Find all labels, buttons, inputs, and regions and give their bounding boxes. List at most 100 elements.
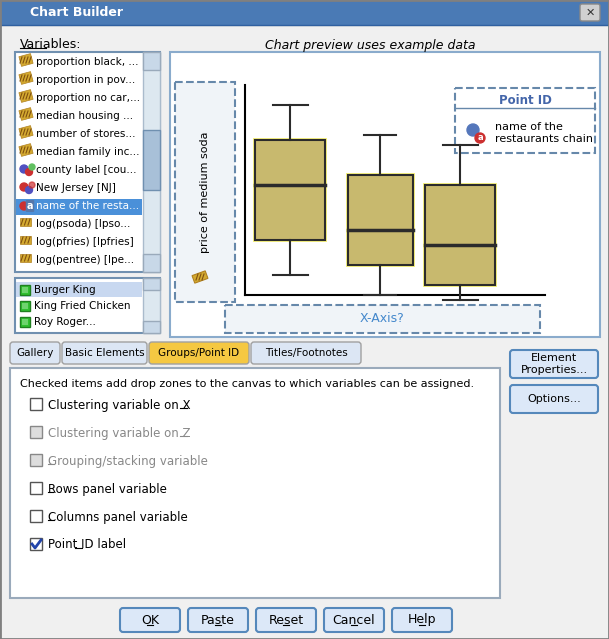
Text: Titles/Footnotes: Titles/Footnotes <box>265 348 347 358</box>
Circle shape <box>20 183 28 191</box>
Text: Basic Elements: Basic Elements <box>65 348 144 358</box>
FancyBboxPatch shape <box>30 482 42 494</box>
Text: X-Axis?: X-Axis? <box>360 312 404 325</box>
FancyBboxPatch shape <box>392 608 452 632</box>
Bar <box>20 236 31 244</box>
Bar <box>20 317 30 327</box>
FancyBboxPatch shape <box>455 88 595 153</box>
FancyBboxPatch shape <box>120 608 180 632</box>
Text: log(pentree) [lpe...: log(pentree) [lpe... <box>36 255 134 265</box>
Text: Chart preview uses example data: Chart preview uses example data <box>265 38 475 52</box>
Text: a: a <box>27 201 33 211</box>
Bar <box>19 54 33 66</box>
FancyBboxPatch shape <box>30 398 42 410</box>
FancyBboxPatch shape <box>30 426 42 438</box>
FancyBboxPatch shape <box>175 82 235 302</box>
Bar <box>19 126 33 139</box>
Bar <box>255 140 325 240</box>
FancyBboxPatch shape <box>510 385 598 413</box>
FancyBboxPatch shape <box>143 254 160 272</box>
Text: proportion no car,...: proportion no car,... <box>36 93 140 103</box>
Text: proportion in pov...: proportion in pov... <box>36 75 135 85</box>
Circle shape <box>475 133 485 143</box>
Text: Point ID: Point ID <box>499 93 551 107</box>
Text: ✕: ✕ <box>585 8 594 17</box>
Bar <box>19 89 33 102</box>
Bar <box>19 107 33 120</box>
Text: median housing ...: median housing ... <box>36 111 133 121</box>
Text: Rows panel variable: Rows panel variable <box>48 482 167 495</box>
Bar <box>22 303 28 309</box>
FancyBboxPatch shape <box>0 0 609 25</box>
Bar <box>19 144 33 157</box>
Text: Variables:: Variables: <box>20 38 82 52</box>
Circle shape <box>29 182 35 188</box>
FancyBboxPatch shape <box>10 342 60 364</box>
Text: Grouping/stacking variable: Grouping/stacking variable <box>48 454 208 468</box>
FancyBboxPatch shape <box>143 130 160 190</box>
FancyBboxPatch shape <box>225 305 540 333</box>
Text: proportion black, ...: proportion black, ... <box>36 57 138 67</box>
Circle shape <box>467 124 479 136</box>
FancyBboxPatch shape <box>10 368 500 598</box>
Text: Help: Help <box>408 613 436 626</box>
Bar <box>423 183 497 287</box>
Bar <box>20 301 30 311</box>
Text: Groups/Point ID: Groups/Point ID <box>158 348 239 358</box>
Text: name of the
restaurants chain: name of the restaurants chain <box>495 122 593 144</box>
FancyBboxPatch shape <box>188 608 248 632</box>
Text: Gallery: Gallery <box>16 348 54 358</box>
FancyBboxPatch shape <box>143 52 160 272</box>
Text: log(pfries) [lpfries]: log(pfries) [lpfries] <box>36 237 134 247</box>
FancyBboxPatch shape <box>149 342 249 364</box>
FancyBboxPatch shape <box>15 278 160 333</box>
Text: Point ID label: Point ID label <box>48 539 126 551</box>
FancyBboxPatch shape <box>143 52 160 70</box>
Text: New Jersey [NJ]: New Jersey [NJ] <box>36 183 116 193</box>
Text: Burger King: Burger King <box>34 285 96 295</box>
Circle shape <box>29 164 35 170</box>
Text: median family inc...: median family inc... <box>36 147 139 157</box>
FancyBboxPatch shape <box>143 278 160 333</box>
Bar <box>19 72 33 84</box>
FancyBboxPatch shape <box>324 608 384 632</box>
Text: Options...: Options... <box>527 394 581 404</box>
Text: name of the resta...: name of the resta... <box>36 201 139 211</box>
FancyBboxPatch shape <box>16 199 142 215</box>
Text: Chart Builder: Chart Builder <box>30 6 123 20</box>
Bar <box>20 285 30 295</box>
Circle shape <box>20 165 28 173</box>
FancyBboxPatch shape <box>580 4 600 21</box>
Text: price of medium soda: price of medium soda <box>200 131 210 253</box>
Bar <box>253 138 327 242</box>
Bar <box>425 185 495 285</box>
FancyBboxPatch shape <box>30 538 42 550</box>
Text: Roy Roger...: Roy Roger... <box>34 317 96 327</box>
FancyBboxPatch shape <box>251 342 361 364</box>
FancyBboxPatch shape <box>62 342 147 364</box>
FancyBboxPatch shape <box>143 278 160 290</box>
Text: King Fried Chicken: King Fried Chicken <box>34 301 130 311</box>
FancyBboxPatch shape <box>170 52 600 337</box>
Circle shape <box>20 202 28 210</box>
Bar <box>20 254 31 262</box>
Text: Cancel: Cancel <box>333 613 375 626</box>
Text: county label [cou...: county label [cou... <box>36 165 136 175</box>
FancyBboxPatch shape <box>30 510 42 522</box>
Text: number of stores...: number of stores... <box>36 129 135 139</box>
FancyBboxPatch shape <box>256 608 316 632</box>
FancyBboxPatch shape <box>143 321 160 333</box>
FancyBboxPatch shape <box>30 454 42 466</box>
Circle shape <box>26 169 32 176</box>
FancyBboxPatch shape <box>0 25 609 639</box>
Text: Columns panel variable: Columns panel variable <box>48 511 188 523</box>
Text: Checked items add drop zones to the canvas to which variables can be assigned.: Checked items add drop zones to the canv… <box>20 379 474 389</box>
FancyBboxPatch shape <box>510 350 598 378</box>
Text: log(psoda) [lpso...: log(psoda) [lpso... <box>36 219 130 229</box>
Bar <box>20 218 31 226</box>
Text: Paste: Paste <box>201 613 235 626</box>
FancyBboxPatch shape <box>15 52 160 272</box>
Text: OK: OK <box>141 613 159 626</box>
Bar <box>22 287 28 293</box>
Text: Clustering variable on X: Clustering variable on X <box>48 399 191 412</box>
